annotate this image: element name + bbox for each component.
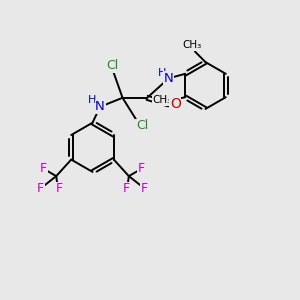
Text: CH₃: CH₃ xyxy=(152,95,172,105)
Text: N: N xyxy=(95,100,105,113)
Text: CH₃: CH₃ xyxy=(182,40,202,50)
Text: H: H xyxy=(158,68,166,78)
Text: Cl: Cl xyxy=(106,59,118,72)
Text: F: F xyxy=(138,162,145,175)
Text: N: N xyxy=(164,72,174,85)
Text: F: F xyxy=(40,162,47,175)
Text: F: F xyxy=(56,182,63,195)
Text: Cl: Cl xyxy=(136,119,148,133)
Text: O: O xyxy=(170,98,181,111)
Text: F: F xyxy=(37,182,44,195)
Text: F: F xyxy=(141,182,148,195)
Text: H: H xyxy=(88,95,97,105)
Text: F: F xyxy=(122,182,129,195)
